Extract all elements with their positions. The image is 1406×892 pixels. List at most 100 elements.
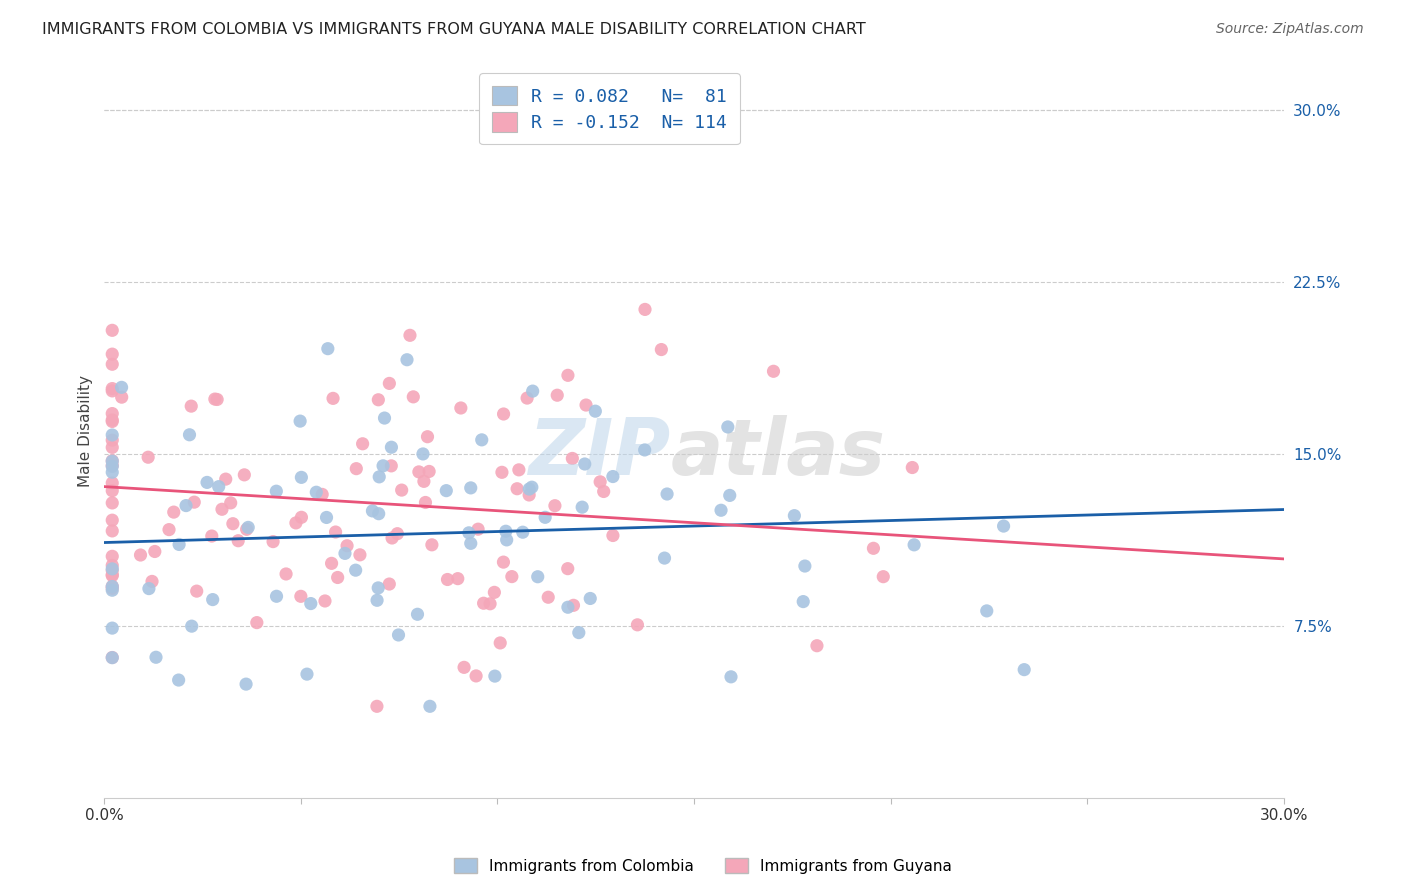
Point: [512, 525, 534, 540]
Text: Source: ZipAtlas.com: Source: ZipAtlas.com: [1216, 22, 1364, 37]
Point: [655, 487, 678, 501]
Point: [406, 607, 429, 622]
Point: [201, 592, 224, 607]
Point: [101, 465, 124, 479]
Point: [506, 482, 529, 496]
Point: [650, 343, 672, 357]
Point: [436, 573, 458, 587]
Point: [101, 323, 124, 337]
Point: [517, 482, 540, 496]
Point: [325, 524, 347, 539]
Legend: Immigrants from Colombia, Immigrants from Guyana: Immigrants from Colombia, Immigrants fro…: [449, 852, 957, 880]
Point: [457, 525, 479, 540]
Point: [472, 596, 495, 610]
Point: [101, 558, 124, 573]
Point: [862, 541, 884, 556]
Point: [415, 495, 437, 509]
Point: [492, 555, 515, 569]
Point: [101, 357, 124, 371]
Point: [561, 451, 583, 466]
Point: [453, 660, 475, 674]
Point: [101, 428, 124, 442]
Point: [467, 522, 489, 536]
Point: [501, 569, 523, 583]
Point: [387, 526, 409, 541]
Point: [391, 483, 413, 497]
Point: [101, 524, 124, 538]
Point: [101, 453, 124, 467]
Point: [450, 401, 472, 415]
Point: [344, 563, 367, 577]
Point: [101, 459, 124, 474]
Point: [522, 384, 544, 398]
Point: [167, 537, 190, 551]
Point: [311, 487, 333, 501]
Point: [262, 534, 284, 549]
Point: [215, 472, 238, 486]
Point: [416, 430, 439, 444]
Point: [201, 529, 224, 543]
Point: [575, 398, 598, 412]
Point: [101, 384, 124, 398]
Point: [626, 617, 648, 632]
Point: [806, 639, 828, 653]
Point: [557, 368, 579, 383]
Point: [157, 523, 180, 537]
Point: [205, 392, 228, 407]
Point: [634, 302, 657, 317]
Point: [101, 568, 124, 582]
Point: [226, 533, 249, 548]
Legend: R = 0.082   N=  81, R = -0.152  N= 114: R = 0.082 N= 81, R = -0.152 N= 114: [479, 73, 740, 145]
Point: [634, 442, 657, 457]
Point: [315, 510, 337, 524]
Point: [568, 625, 591, 640]
Point: [495, 533, 517, 547]
Point: [903, 538, 925, 552]
Point: [418, 465, 440, 479]
Point: [602, 528, 624, 542]
Point: [299, 597, 322, 611]
Point: [420, 538, 443, 552]
Point: [534, 510, 557, 524]
Point: [295, 667, 318, 681]
Point: [101, 433, 124, 447]
Point: [976, 604, 998, 618]
Point: [233, 467, 256, 482]
Point: [717, 420, 740, 434]
Text: ZIP: ZIP: [529, 415, 671, 491]
Point: [195, 475, 218, 490]
Point: [526, 570, 548, 584]
Point: [460, 536, 482, 550]
Point: [101, 382, 124, 396]
Point: [101, 496, 124, 510]
Point: [557, 562, 579, 576]
Point: [101, 407, 124, 421]
Point: [344, 461, 367, 475]
Point: [792, 594, 814, 608]
Point: [412, 447, 434, 461]
Point: [101, 513, 124, 527]
Point: [101, 621, 124, 635]
Point: [592, 484, 614, 499]
Point: [993, 519, 1015, 533]
Point: [101, 563, 124, 577]
Point: [101, 483, 124, 498]
Point: [222, 516, 245, 531]
Y-axis label: Male Disability: Male Disability: [79, 375, 93, 487]
Point: [654, 551, 676, 566]
Point: [361, 504, 384, 518]
Point: [314, 594, 336, 608]
Point: [219, 496, 242, 510]
Point: [793, 559, 815, 574]
Point: [371, 458, 394, 473]
Point: [246, 615, 269, 630]
Point: [495, 524, 517, 539]
Point: [762, 364, 785, 378]
Point: [349, 548, 371, 562]
Point: [336, 539, 359, 553]
Point: [111, 390, 134, 404]
Point: [589, 475, 612, 489]
Point: [434, 483, 457, 498]
Point: [101, 579, 124, 593]
Point: [720, 670, 742, 684]
